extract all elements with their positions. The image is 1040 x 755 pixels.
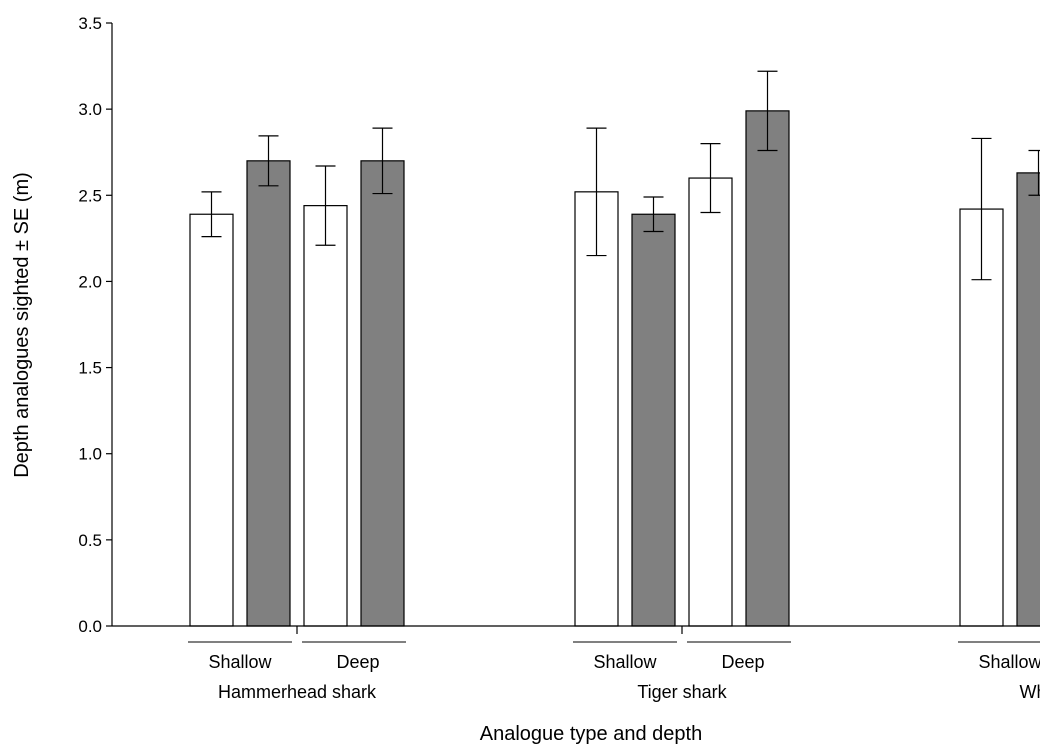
y-tick-label: 1.5 — [78, 359, 102, 378]
subgroup-label: Shallow — [208, 652, 272, 672]
y-axis-title-part-2: SE (m) — [11, 172, 33, 240]
y-axis-title-part-1: Depth analogues sighted — [11, 251, 33, 478]
bar — [574, 191, 619, 627]
bars — [189, 70, 1040, 627]
group-label: Hammerhead shark — [218, 682, 377, 702]
y-tick-label: 3.0 — [78, 100, 102, 119]
y-axis-title: Depth analogues sighted ± SE (m) — [11, 172, 33, 478]
x-axis-category-labels: Shallow Deep Hammerhead shark Shallow Deep Ti… — [188, 626, 1040, 702]
bar — [360, 160, 405, 627]
y-axis-title-plusminus: ± — [11, 240, 33, 251]
group-label: Tiger shark — [637, 682, 727, 702]
subgroup-label: Deep — [721, 652, 764, 672]
subgroup-label: Deep — [336, 652, 379, 672]
group-label: White shark — [1019, 682, 1040, 702]
bar — [246, 160, 291, 627]
y-tick-label: 2.0 — [78, 272, 102, 291]
x-axis-title: Analogue type and depth — [480, 723, 702, 745]
y-tick-label: 1.0 — [78, 445, 102, 464]
bar — [631, 213, 676, 627]
y-tick-label: 0.0 — [78, 617, 102, 636]
subgroup-label: Shallow — [593, 652, 657, 672]
axes: 0.0 0.5 1.0 1.5 2.0 2.5 3.0 3.5 — [78, 14, 1040, 636]
y-tick-label: 3.5 — [78, 14, 102, 33]
bar — [1016, 172, 1040, 627]
bar — [745, 110, 790, 627]
bar — [303, 205, 348, 627]
bar — [189, 213, 234, 627]
y-tick-label: 2.5 — [78, 186, 102, 205]
subgroup-label: Shallow — [978, 652, 1040, 672]
bar — [688, 177, 733, 627]
y-tick-label: 0.5 — [78, 531, 102, 550]
